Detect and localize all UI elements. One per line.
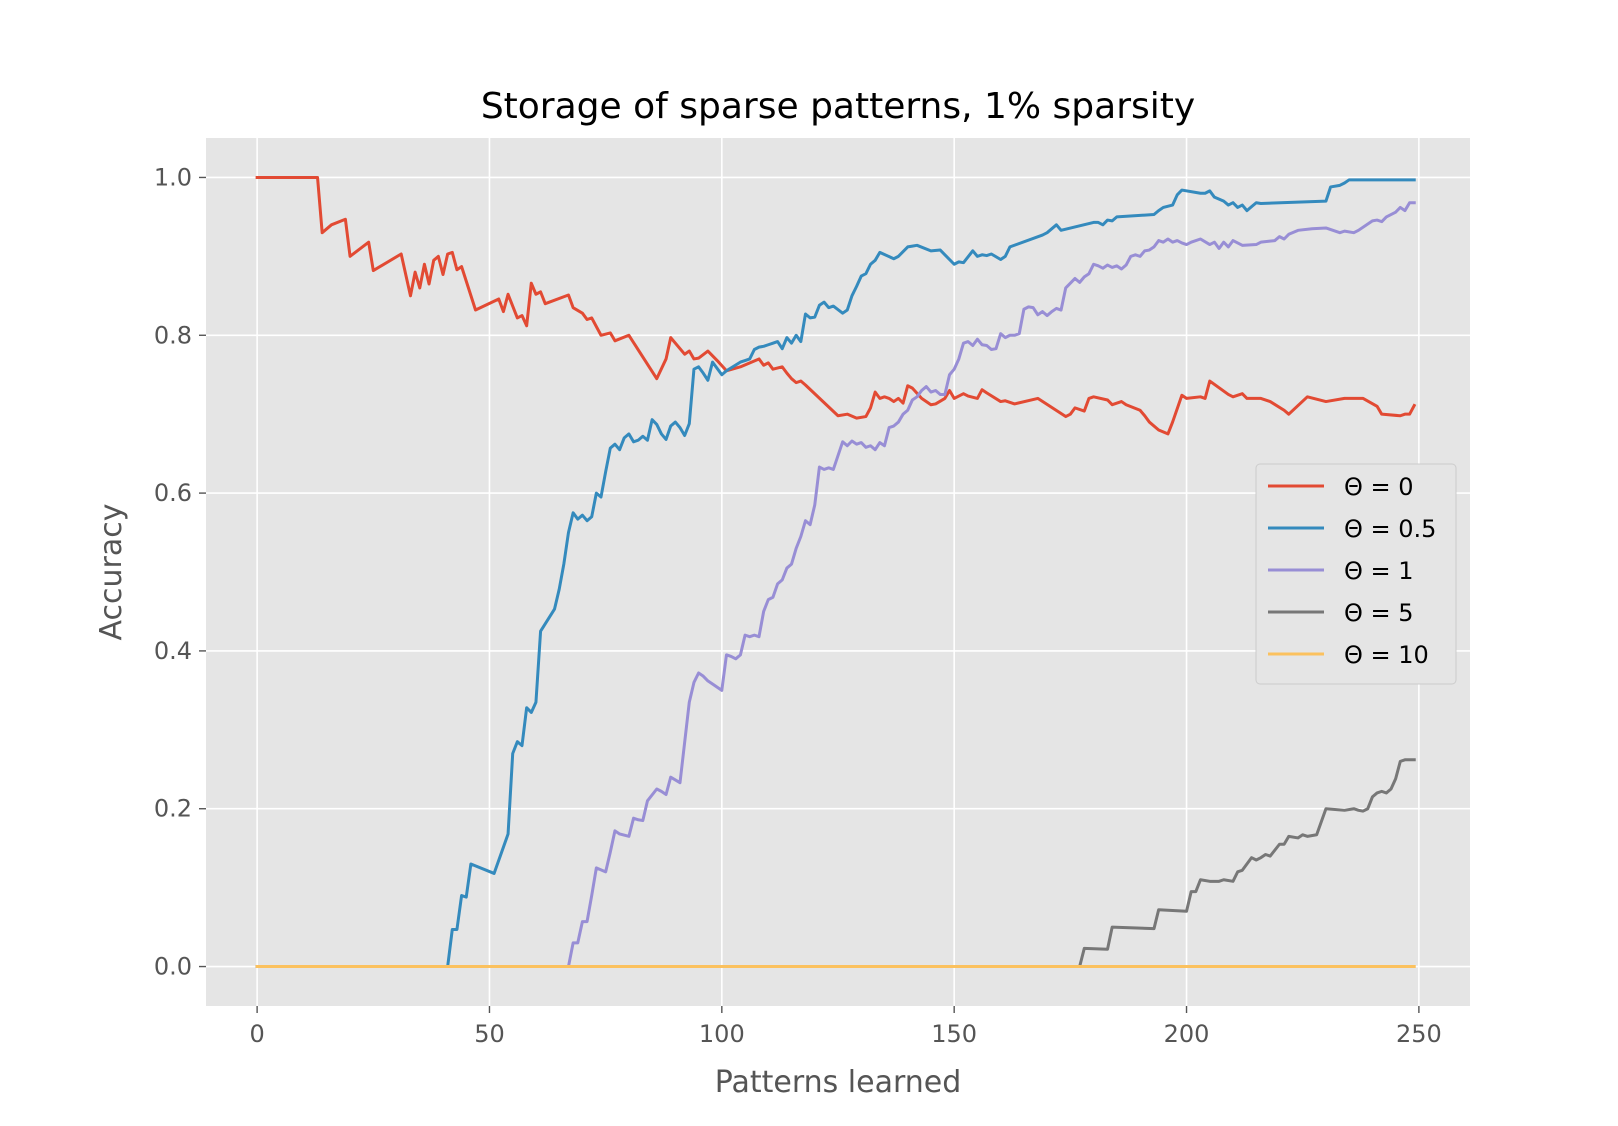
y-tick-label: 1.0 (154, 163, 192, 191)
series-line-3 (255, 758, 1416, 969)
legend-label-3: Θ = 5 (1344, 599, 1414, 627)
x-tick-label: 100 (699, 1020, 745, 1048)
x-tick-label: 200 (1164, 1020, 1210, 1048)
series-line-2 (255, 201, 1416, 969)
legend-label-0: Θ = 0 (1344, 473, 1414, 501)
x-axis-label: Patterns learned (715, 1065, 962, 1100)
y-tick-label: 0.4 (154, 637, 192, 665)
x-tick-label: 150 (931, 1020, 977, 1048)
x-tick-label: 250 (1396, 1020, 1442, 1048)
legend-label-2: Θ = 1 (1344, 557, 1414, 585)
x-tick-label: 50 (474, 1020, 505, 1048)
chart-title: Storage of sparse patterns, 1% sparsity (481, 86, 1195, 127)
series-group (255, 175, 1417, 969)
y-tick-label: 0.0 (154, 953, 192, 981)
x-axis-ticks: 0 50 100 150 200 250 (249, 1006, 1442, 1048)
y-axis-ticks: 0.0 0.2 0.4 0.6 0.8 1.0 (154, 163, 206, 981)
legend: Θ = 0 Θ = 0.5 Θ = 1 Θ = 5 Θ = 10 (1255, 463, 1457, 685)
series-line-0 (255, 175, 1417, 436)
y-axis-label: Accuracy (94, 504, 129, 641)
y-tick-label: 0.6 (154, 479, 192, 507)
y-tick-label: 0.2 (154, 795, 192, 823)
legend-label-1: Θ = 0.5 (1344, 515, 1436, 543)
series-line-1 (255, 178, 1416, 969)
x-tick-label: 0 (249, 1020, 264, 1048)
legend-label-4: Θ = 10 (1344, 641, 1429, 669)
legend-box (1255, 463, 1457, 685)
y-tick-label: 0.8 (154, 321, 192, 349)
